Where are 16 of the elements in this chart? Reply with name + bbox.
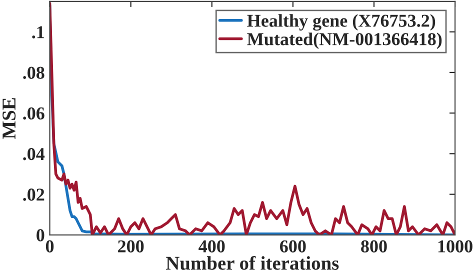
x-tick-label: 200 bbox=[118, 240, 144, 252]
x-tick-label: 400 bbox=[198, 240, 225, 252]
x-tick-label: 0 bbox=[46, 240, 54, 252]
x-tick-label: 1000 bbox=[438, 240, 472, 252]
y-axis-title: MSE bbox=[2, 98, 16, 139]
x-axis-title: Number of iterations bbox=[166, 256, 339, 270]
x-tick-label: 800 bbox=[361, 240, 387, 252]
y-tick-label: 0 bbox=[36, 229, 44, 242]
y-tick-label: .08 bbox=[23, 66, 44, 79]
y-tick-label: .04 bbox=[23, 148, 45, 160]
y-tick-label: .06 bbox=[23, 107, 44, 120]
y-tick-label: .1 bbox=[32, 26, 44, 38]
x-tick-label: 600 bbox=[280, 240, 306, 252]
legend-label: Mutated(NM-001366418) bbox=[247, 32, 442, 49]
legend-label: Healthy gene (X76753.2) bbox=[247, 14, 436, 31]
y-tick-label: .02 bbox=[23, 188, 44, 201]
